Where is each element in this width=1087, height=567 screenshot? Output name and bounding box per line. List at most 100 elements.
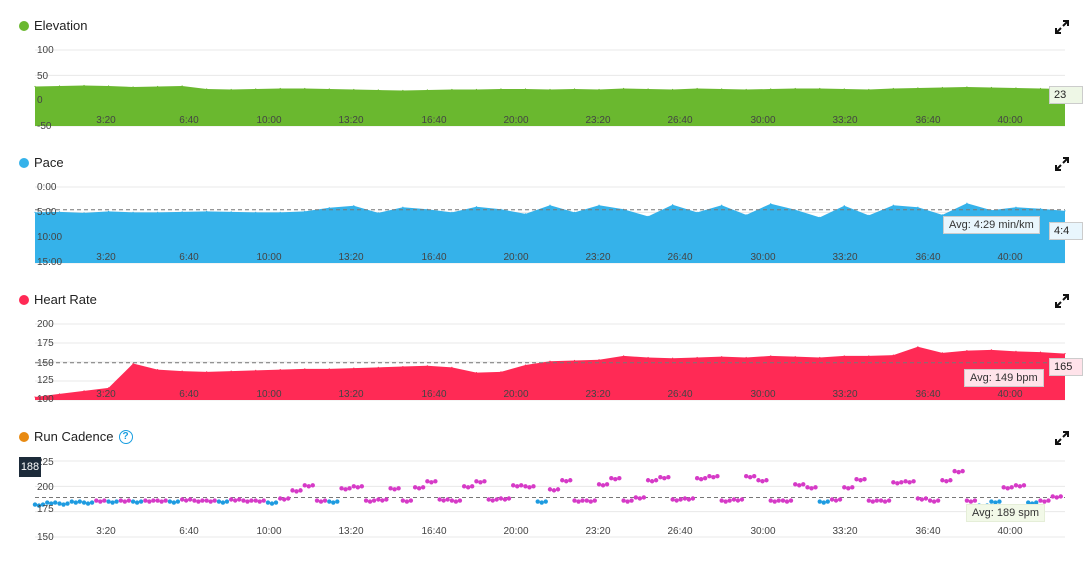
- data-point: [1015, 206, 1017, 208]
- run-cadence-current-value: 188: [19, 457, 41, 477]
- data-point: [58, 211, 61, 213]
- cadence-point: [968, 499, 974, 504]
- cadence-point: [658, 475, 663, 480]
- cadence-point: [175, 499, 181, 504]
- expand-icon[interactable]: [1055, 431, 1069, 445]
- y-tick-label: 200: [37, 319, 54, 330]
- cadence-point: [204, 498, 209, 503]
- data-point: [34, 85, 36, 88]
- cadence-point: [1046, 498, 1051, 503]
- run-cadence-legend-dot: [19, 431, 29, 442]
- cadence-point: [122, 499, 128, 504]
- cadence-point: [273, 500, 279, 505]
- series-area: [35, 203, 1065, 263]
- cadence-point: [130, 499, 136, 504]
- cadence-point: [1005, 486, 1010, 491]
- cadence-point: [560, 478, 565, 483]
- data-point: [402, 89, 404, 92]
- data-point: [107, 210, 110, 212]
- cadence-point: [261, 498, 266, 503]
- data-point: [181, 370, 183, 372]
- cadence-point: [253, 498, 258, 503]
- cadence-point: [670, 497, 675, 502]
- data-point: [549, 360, 551, 362]
- x-tick-label: 13:20: [338, 389, 363, 400]
- cadence-point: [527, 485, 532, 490]
- data-point: [1015, 350, 1017, 352]
- data-point: [966, 202, 968, 204]
- data-point: [1015, 87, 1017, 89]
- x-tick-label: 3:20: [96, 115, 116, 126]
- x-tick-label: 20:00: [503, 252, 528, 263]
- x-tick-label: 13:20: [338, 252, 363, 263]
- x-tick-label: 33:20: [832, 252, 857, 263]
- expand-icon[interactable]: [1055, 157, 1069, 171]
- cadence-point: [555, 487, 561, 492]
- cadence-point: [241, 498, 246, 503]
- data-point: [58, 393, 61, 395]
- data-point: [892, 204, 894, 206]
- data-point: [892, 354, 894, 356]
- cadence-point: [645, 478, 651, 483]
- cadence-point: [747, 475, 753, 480]
- cadence-point: [392, 487, 397, 492]
- pace-panel: Pace 0:00 5:00 10:00 15:00 3:20 6:40 10:00 13:2…: [0, 0, 1087, 270]
- data-point: [794, 87, 796, 90]
- x-tick-label: 26:40: [667, 252, 692, 263]
- cadence-point: [944, 479, 949, 484]
- help-icon[interactable]: ?: [118, 429, 133, 444]
- x-tick-label: 36:40: [915, 115, 940, 126]
- cadence-point: [69, 499, 74, 504]
- cadence-point: [384, 497, 389, 502]
- cadence-point: [833, 498, 839, 503]
- data-point: [255, 211, 257, 213]
- data-point: [328, 207, 330, 209]
- cadence-point: [547, 487, 553, 492]
- cadence-point: [564, 479, 569, 484]
- cadence-point: [347, 486, 352, 491]
- x-tick-label: 20:00: [503, 389, 528, 400]
- heart-rate-legend-dot: [19, 294, 29, 305]
- data-point: [230, 370, 232, 372]
- cadence-point: [502, 497, 508, 502]
- cadence-point: [335, 499, 340, 504]
- data-point: [58, 85, 61, 87]
- cadence-point: [964, 498, 970, 503]
- cadence-point: [1026, 500, 1031, 505]
- cadence-point: [1042, 499, 1047, 504]
- cadence-point: [878, 498, 884, 503]
- x-tick-label: 16:40: [421, 389, 446, 400]
- data-point: [107, 387, 110, 389]
- cadence-point: [662, 476, 667, 481]
- cadence-point: [57, 501, 62, 506]
- run-cadence-title: Run Cadence: [34, 429, 114, 444]
- cadence-point: [1017, 484, 1023, 489]
- cadence-point: [429, 480, 434, 485]
- cadence-point: [1034, 500, 1039, 505]
- data-point: [892, 87, 894, 90]
- data-point: [353, 367, 355, 369]
- cadence-point: [899, 480, 904, 485]
- cadence-point: [396, 486, 401, 491]
- cadence-point: [719, 498, 724, 503]
- cadence-point: [322, 498, 328, 503]
- y-tick-label: 0:00: [37, 182, 57, 193]
- expand-icon[interactable]: [1055, 294, 1069, 308]
- cadence-point: [367, 499, 373, 504]
- cadence-point: [425, 479, 430, 484]
- panel-title: Heart Rate: [19, 292, 97, 307]
- data-point: [451, 366, 453, 368]
- data-point: [34, 211, 36, 213]
- cadence-point: [412, 485, 418, 490]
- data-point: [524, 88, 527, 90]
- x-tick-label: 23:20: [585, 526, 610, 537]
- cadence-point: [613, 477, 618, 482]
- cadence-point: [678, 497, 683, 502]
- data-point: [573, 211, 576, 213]
- cadence-point: [805, 485, 810, 490]
- cadence-point: [751, 474, 757, 479]
- x-tick-label: 36:40: [915, 252, 940, 263]
- data-point: [181, 85, 183, 87]
- data-point: [573, 88, 576, 90]
- expand-icon[interactable]: [1055, 20, 1069, 34]
